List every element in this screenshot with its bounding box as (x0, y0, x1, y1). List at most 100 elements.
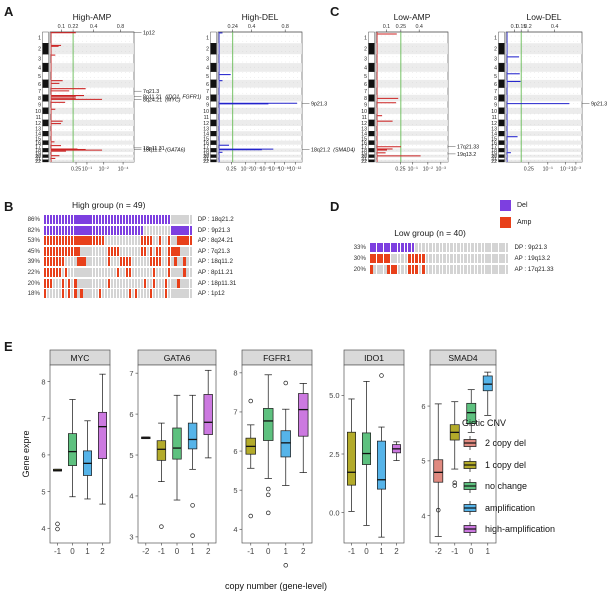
oncoprint-cell[interactable] (156, 267, 159, 277)
oncoprint-cell[interactable] (144, 278, 147, 288)
oncoprint-cell[interactable] (50, 267, 53, 277)
oncoprint-cell[interactable] (471, 243, 474, 252)
oncoprint-cell[interactable] (110, 278, 113, 288)
oncoprint-cell[interactable] (153, 225, 156, 235)
oncoprint-cell[interactable] (104, 257, 107, 267)
box[interactable] (377, 373, 386, 538)
oncoprint-cell[interactable] (68, 215, 71, 224)
oncoprint-cell[interactable] (65, 225, 68, 235)
oncoprint-cell[interactable] (183, 236, 186, 246)
oncoprint-cell[interactable] (83, 278, 86, 288)
oncoprint-cell[interactable] (165, 246, 168, 256)
oncoprint-cell[interactable] (68, 236, 71, 246)
oncoprint-cell[interactable] (98, 257, 101, 267)
oncoprint-cell[interactable] (116, 257, 119, 267)
oncoprint-cell[interactable] (56, 236, 59, 246)
oncoprint-cell[interactable] (71, 289, 74, 299)
oncoprint-cell[interactable] (429, 243, 432, 252)
oncoprint-cell[interactable] (113, 257, 116, 267)
oncoprint-cell[interactable] (80, 278, 83, 288)
oncoprint-cell[interactable] (113, 236, 116, 246)
oncoprint-cell[interactable] (370, 265, 373, 274)
oncoprint-cell[interactable] (95, 215, 98, 224)
oncoprint-cell[interactable] (137, 267, 141, 277)
oncoprint-cell[interactable] (177, 257, 180, 267)
oncoprint-cell[interactable] (116, 278, 119, 288)
oncoprint-cell[interactable] (450, 254, 453, 263)
oncoprint-cell[interactable] (443, 254, 446, 263)
oncoprint-cell[interactable] (101, 236, 104, 246)
oncoprint-cell[interactable] (168, 236, 171, 246)
oncoprint-cell[interactable] (168, 289, 171, 299)
oncoprint-cell[interactable] (125, 246, 129, 256)
oncoprint-cell[interactable] (401, 254, 404, 263)
oncoprint-cell[interactable] (86, 278, 89, 288)
oncoprint-cell[interactable] (171, 236, 174, 246)
oncoprint-cell[interactable] (131, 278, 135, 288)
oncoprint-cell[interactable] (177, 225, 180, 235)
oncoprint-cell[interactable] (156, 278, 159, 288)
oncoprint-cell[interactable] (144, 267, 147, 277)
oncoprint-cell[interactable] (119, 225, 122, 235)
oncoprint-cell[interactable] (86, 257, 89, 267)
oncoprint-cell[interactable] (59, 225, 62, 235)
oncoprint-cell[interactable] (44, 289, 47, 299)
oncoprint-cell[interactable] (183, 267, 186, 277)
oncoprint-cell[interactable] (89, 267, 92, 277)
oncoprint-cell[interactable] (134, 215, 138, 224)
oncoprint-cell[interactable] (460, 254, 464, 263)
oncoprint-cell[interactable] (134, 267, 138, 277)
oncoprint-cell[interactable] (180, 278, 183, 288)
box[interactable] (482, 371, 493, 416)
boxplot-legend-item[interactable]: 1 copy del (462, 457, 555, 473)
oncoprint-cell[interactable] (159, 278, 162, 288)
oncoprint-cell[interactable] (180, 215, 183, 224)
oncoprint-cell[interactable] (159, 246, 162, 256)
oncoprint-cell[interactable] (186, 257, 189, 267)
oncoprint-cell[interactable] (411, 265, 415, 274)
oncoprint-cell[interactable] (150, 225, 153, 235)
oncoprint-cell[interactable] (101, 278, 104, 288)
oncoprint-cell[interactable] (137, 225, 141, 235)
oncoprint-cell[interactable] (183, 225, 186, 235)
oncoprint-cell[interactable] (89, 246, 92, 256)
oncoprint-cell[interactable] (186, 278, 189, 288)
oncoprint-cell[interactable] (101, 267, 104, 277)
oncoprint-cell[interactable] (189, 246, 192, 256)
oncoprint-cell[interactable] (401, 243, 404, 252)
oncoprint-cell[interactable] (141, 225, 144, 235)
box[interactable] (53, 468, 62, 532)
oncoprint-cell[interactable] (56, 257, 59, 267)
oncoprint-cell[interactable] (439, 243, 443, 252)
oncoprint-cell[interactable] (394, 254, 397, 263)
oncoprint-cell[interactable] (376, 254, 380, 263)
oncoprint-cell[interactable] (116, 289, 119, 299)
box[interactable] (141, 436, 151, 440)
oncoprint-cell[interactable] (77, 225, 80, 235)
oncoprint-cell[interactable] (147, 289, 150, 299)
oncoprint-cell[interactable] (134, 289, 138, 299)
oncoprint-cell[interactable] (47, 236, 50, 246)
boxplot-legend-item[interactable]: high-amplification (462, 521, 555, 537)
box[interactable] (298, 383, 309, 473)
oncoprint-cell[interactable] (415, 243, 418, 252)
oncoprint-cell[interactable] (98, 278, 101, 288)
oncoprint-cell[interactable] (422, 254, 425, 263)
oncoprint-cell[interactable] (122, 257, 125, 267)
oncoprint-cell[interactable] (107, 246, 110, 256)
oncoprint-cell[interactable] (144, 215, 147, 224)
oncoprint-cell[interactable] (131, 236, 135, 246)
oncoprint-cell[interactable] (59, 215, 62, 224)
oncoprint-cell[interactable] (71, 236, 74, 246)
oncoprint-cell[interactable] (498, 243, 502, 252)
oncoprint-cell[interactable] (147, 215, 150, 224)
oncoprint-cell[interactable] (177, 236, 180, 246)
oncoprint-cell[interactable] (422, 265, 425, 274)
oncoprint-cell[interactable] (174, 257, 177, 267)
oncoprint-cell[interactable] (488, 254, 492, 263)
oncoprint-cell[interactable] (453, 243, 457, 252)
oncoprint-cell[interactable] (415, 254, 418, 263)
oncoprint-cell[interactable] (464, 243, 467, 252)
oncoprint-cell[interactable] (150, 289, 153, 299)
oncoprint-cell[interactable] (162, 236, 165, 246)
